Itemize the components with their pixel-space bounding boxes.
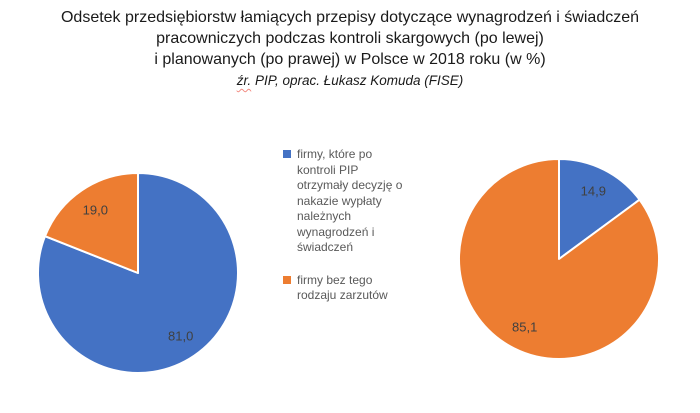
pie-data-label: 19,0 [83, 203, 108, 218]
pie-data-label: 85,1 [512, 319, 537, 334]
pie-slice [458, 158, 660, 360]
pie-slice [558, 158, 641, 260]
chart-title-block: Odsetek przedsiębiorstw łamiących przepi… [0, 7, 700, 90]
pie-slice [44, 172, 139, 274]
chart-title-line-1: Odsetek przedsiębiorstw łamiących przepi… [60, 9, 640, 26]
pie-data-label: 14,9 [581, 184, 606, 199]
legend-item-no-charges: firmy bez tego rodzaju zarzutów [283, 273, 407, 304]
pie-chart-planned-inspections: 14,9 85,1 [458, 158, 660, 360]
pie-data-label: 81,0 [168, 328, 193, 343]
source-text: PIP, oprac. Łukasz Komuda (FISE) [251, 73, 464, 88]
legend-marker-orange-square [283, 275, 291, 284]
chart-title-line-2: pracowniczych podczas kontroli skargowyc… [156, 30, 544, 47]
legend-item-ordered-payment: firmy, które po kontroli PIP otrzymały d… [283, 147, 407, 256]
legend-label-no-charges: firmy bez tego rodzaju zarzutów [297, 272, 388, 303]
source-abbreviation: źr. [236, 73, 252, 88]
chart-title-line-3: i planowanych (po prawej) w Polsce w 201… [154, 51, 546, 68]
chart-legend: firmy, które po kontroli PIP otrzymały d… [283, 147, 407, 321]
pie-chart-complaint-inspections: 81,0 19,0 [37, 172, 239, 374]
legend-label-ordered-payment: firmy, które po kontroli PIP otrzymały d… [297, 147, 403, 254]
legend-marker-blue-square [283, 150, 291, 158]
chart-source-line: źr. PIP, oprac. Łukasz Komuda (FISE) [0, 72, 700, 90]
